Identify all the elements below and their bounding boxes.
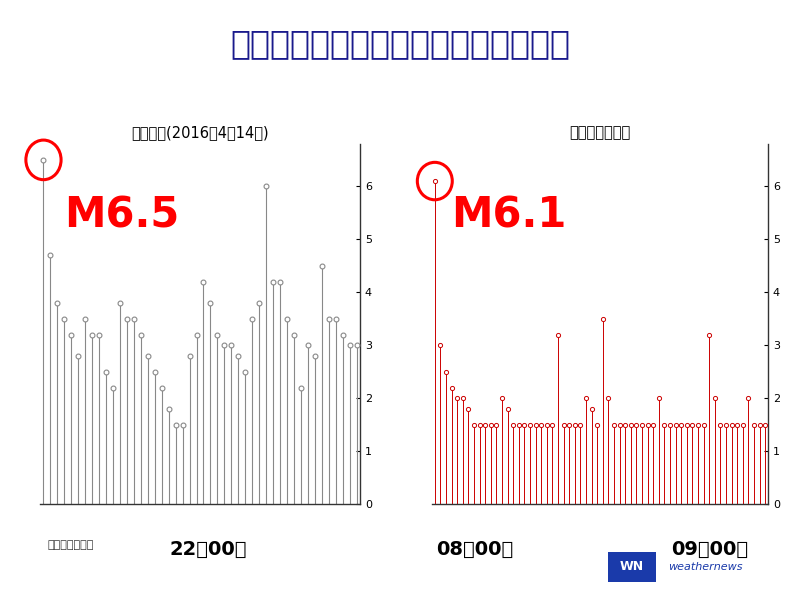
Text: weathernews: weathernews — [668, 562, 742, 572]
Text: 08時00分: 08時00分 — [436, 540, 514, 559]
Text: 09時00分: 09時00分 — [671, 540, 748, 559]
Text: 大阪北部の地震と熊本地震の余震傾向: 大阪北部の地震と熊本地震の余震傾向 — [230, 27, 570, 60]
Text: M6.5: M6.5 — [64, 194, 179, 236]
Text: M6.1: M6.1 — [451, 194, 567, 236]
Text: 気象庁資料より: 気象庁資料より — [48, 540, 94, 550]
Text: 22時00分: 22時00分 — [170, 540, 246, 559]
Text: WN: WN — [620, 560, 644, 574]
Title: 大阪北部の地震: 大阪北部の地震 — [570, 125, 630, 140]
Title: 熊本地震(2016年4月14日): 熊本地震(2016年4月14日) — [131, 125, 269, 140]
